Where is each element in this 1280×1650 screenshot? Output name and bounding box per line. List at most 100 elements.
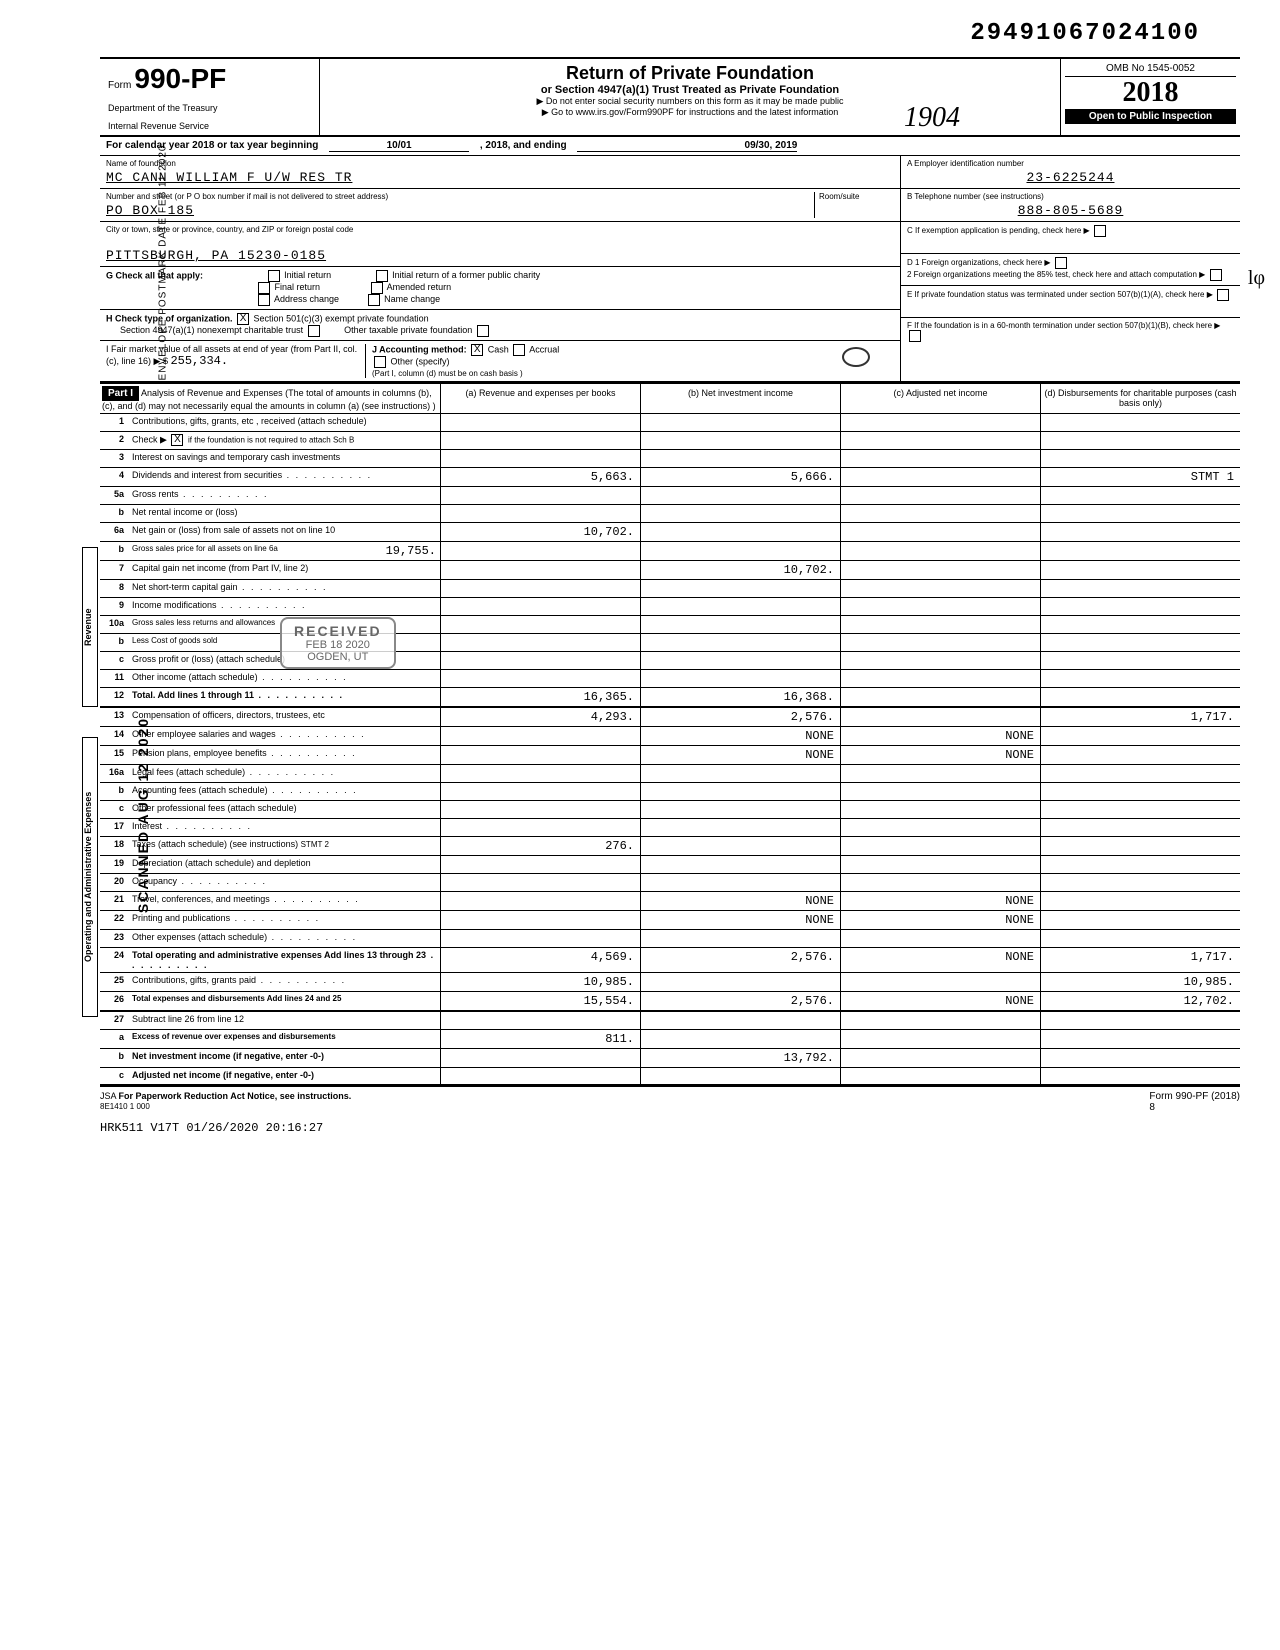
line-26-a: 15,554. xyxy=(440,992,640,1010)
tax-year-row: For calendar year 2018 or tax year begin… xyxy=(100,137,1240,156)
f-cell: F If the foundation is in a 60-month ter… xyxy=(901,318,1240,350)
dept-treasury: Department of the Treasury xyxy=(108,103,311,113)
line-27a-label: Excess of revenue over expenses and disb… xyxy=(128,1030,440,1048)
cb-4947[interactable] xyxy=(308,325,320,337)
line-27a: aExcess of revenue over expenses and dis… xyxy=(100,1030,1240,1049)
line-16c: cOther professional fees (attach schedul… xyxy=(100,801,1240,819)
col-c-header: (c) Adjusted net income xyxy=(840,384,1040,413)
dept-irs: Internal Revenue Service xyxy=(108,121,311,131)
form-header: Form 990-PF Department of the Treasury I… xyxy=(100,57,1240,137)
stamp-loc: OGDEN, UT xyxy=(294,651,382,663)
line-16a: 16aLegal fees (attach schedule) xyxy=(100,765,1240,783)
line-27b-b: 13,792. xyxy=(640,1049,840,1067)
line-9: 9Income modifications xyxy=(100,598,1240,616)
jsa-label: JSA xyxy=(100,1091,116,1101)
h-row: H Check type of organization. Section 50… xyxy=(100,310,900,341)
city-label: City or town, state or province, country… xyxy=(106,225,894,234)
cb-f[interactable] xyxy=(909,330,921,342)
g-label: G Check all that apply: xyxy=(106,270,203,280)
j-note: (Part I, column (d) must be on cash basi… xyxy=(372,369,523,378)
c-cell: C If exemption application is pending, c… xyxy=(901,222,1240,254)
line-27c: cAdjusted net income (if negative, enter… xyxy=(100,1068,1240,1086)
line-14: 14Other employee salaries and wagesNONEN… xyxy=(100,727,1240,746)
line-23: 23Other expenses (attach schedule) xyxy=(100,930,1240,948)
line-4-a: 5,663. xyxy=(440,468,640,486)
cb-amended[interactable] xyxy=(371,282,383,294)
form-subtitle: or Section 4947(a)(1) Trust Treated as P… xyxy=(324,84,1056,96)
line-24-b: 2,576. xyxy=(640,948,840,972)
tax-year: 2018 xyxy=(1065,77,1236,109)
line-10c: cGross profit or (loss) (attach schedule… xyxy=(100,652,1240,670)
tax-year-begin: 10/01 xyxy=(329,140,469,152)
omb-number: OMB No 1545-0052 xyxy=(1065,63,1236,77)
cb-cash[interactable] xyxy=(471,344,483,356)
d-cell: D 1 Foreign organizations, check here ▶ … xyxy=(901,254,1240,286)
line-4-b: 5,666. xyxy=(640,468,840,486)
line-24-a: 4,569. xyxy=(440,948,640,972)
cb-initial-former[interactable] xyxy=(376,270,388,282)
f-label: F If the foundation is in a 60-month ter… xyxy=(907,321,1212,330)
line-26-c: NONE xyxy=(840,992,1040,1010)
h-label: H Check type of organization. xyxy=(106,313,233,323)
cb-e[interactable] xyxy=(1217,289,1229,301)
cb-addr-change[interactable] xyxy=(258,294,270,306)
handwritten-circle xyxy=(842,347,870,367)
line-21-b: NONE xyxy=(640,892,840,910)
cb-501c3[interactable] xyxy=(237,313,249,325)
ein-value: 23-6225244 xyxy=(907,170,1234,185)
line-24-d: 1,717. xyxy=(1040,948,1240,972)
cb-d1[interactable] xyxy=(1055,257,1067,269)
line-26-d: 12,702. xyxy=(1040,992,1240,1010)
line-5b-label: Net rental income or (loss) xyxy=(128,505,440,522)
other-method: Other (specify) xyxy=(391,356,450,366)
line-22: 22Printing and publicationsNONENONE xyxy=(100,911,1240,930)
page-footer: JSA For Paperwork Reduction Act Notice, … xyxy=(100,1086,1240,1117)
addr-cell: Number and street (or P O box number if … xyxy=(100,189,900,222)
cb-c[interactable] xyxy=(1094,225,1106,237)
cb-final[interactable] xyxy=(258,282,270,294)
col-a-header: (a) Revenue and expenses per books xyxy=(440,384,640,413)
foundation-name: MC CANN WILLIAM F U/W RES TR xyxy=(106,170,894,185)
handwritten-initial: lφ xyxy=(1248,267,1265,290)
line-1-label: Contributions, gifts, grants, etc , rece… xyxy=(128,414,440,431)
line-7-b: 10,702. xyxy=(640,561,840,579)
public-inspection: Open to Public Inspection xyxy=(1065,109,1236,124)
line-27a-a: 811. xyxy=(440,1030,640,1048)
cb-accrual[interactable] xyxy=(513,344,525,356)
cb-name-change[interactable] xyxy=(368,294,380,306)
cb-initial[interactable] xyxy=(268,270,280,282)
line-4-label: Dividends and interest from securities xyxy=(128,468,440,486)
foundation-addr: PO BOX 185 xyxy=(106,203,814,218)
line-18-label: Taxes (attach schedule) (see instruction… xyxy=(128,837,440,855)
line-27b-label: Net investment income (if negative, ente… xyxy=(128,1049,440,1067)
line-8: 8Net short-term capital gain xyxy=(100,580,1240,598)
line-2-label: Check ▶ if the foundation is not require… xyxy=(128,432,440,449)
form-header-right: OMB No 1545-0052 2018 Open to Public Ins… xyxy=(1060,59,1240,135)
addr-change: Address change xyxy=(274,294,339,304)
c-label: C If exemption application is pending, c… xyxy=(907,226,1081,235)
room-label: Room/suite xyxy=(819,192,894,201)
form-container: ENVELOPE POSTMARK DATE FEB 11 2020 SCANN… xyxy=(100,57,1240,1117)
line-12: 12Total. Add lines 1 through 1116,365.16… xyxy=(100,688,1240,708)
line-21: 21Travel, conferences, and meetingsNONEN… xyxy=(100,892,1240,911)
line-12-b: 16,368. xyxy=(640,688,840,706)
line-10a: 10aGross sales less returns and allowanc… xyxy=(100,616,1240,634)
d2-label: 2 Foreign organizations meeting the 85% … xyxy=(907,270,1197,279)
cb-d2[interactable] xyxy=(1210,269,1222,281)
cb-line2[interactable] xyxy=(171,434,183,446)
line-13-a: 4,293. xyxy=(440,708,640,726)
line-6a-a: 10,702. xyxy=(440,523,640,541)
cb-other-tax[interactable] xyxy=(477,325,489,337)
final-return: Final return xyxy=(275,282,321,292)
info-grid: Name of foundation MC CANN WILLIAM F U/W… xyxy=(100,156,1240,382)
line-12-label: Total. Add lines 1 through 11 xyxy=(128,688,440,706)
name-label: Name of foundation xyxy=(106,159,894,168)
cb-other-method[interactable] xyxy=(374,356,386,368)
line-24-c: NONE xyxy=(840,948,1040,972)
line-14-c: NONE xyxy=(840,727,1040,745)
line-26: 26Total expenses and disbursements Add l… xyxy=(100,992,1240,1012)
line-6a: 6aNet gain or (loss) from sale of assets… xyxy=(100,523,1240,542)
line-25: 25Contributions, gifts, grants paid10,98… xyxy=(100,973,1240,992)
line-20-label: Occupancy xyxy=(128,874,440,891)
addr-label: Number and street (or P O box number if … xyxy=(106,192,814,201)
